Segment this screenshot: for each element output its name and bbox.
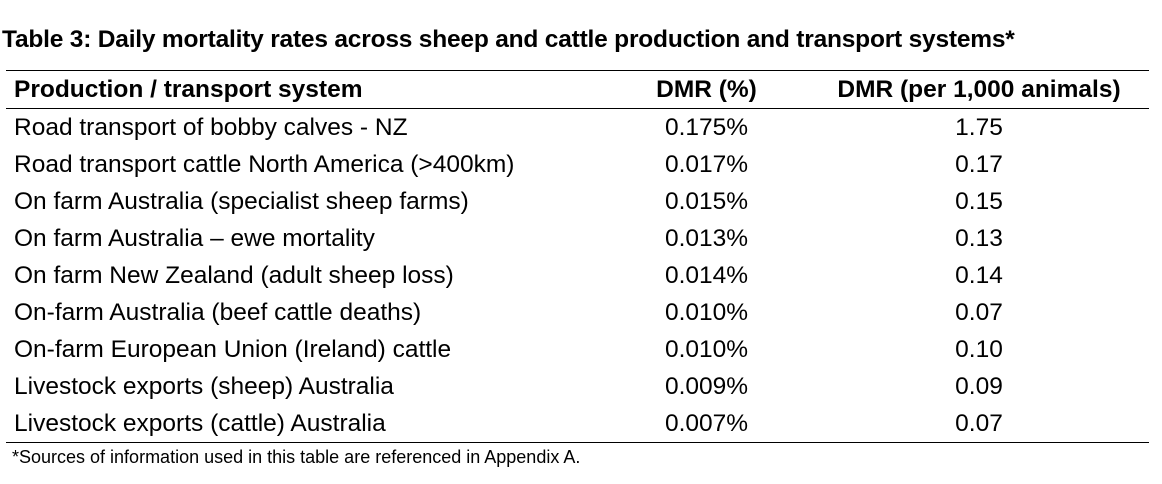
dmr-percent-cell: 0.010% bbox=[664, 335, 749, 363]
dmr-percent-cell: 0.013% bbox=[664, 224, 749, 252]
system-cell: Livestock exports (sheep) Australia bbox=[14, 372, 394, 400]
system-cell: On farm Australia (specialist sheep farm… bbox=[14, 187, 469, 215]
dmr-per-1000-cell: 0.17 bbox=[955, 150, 1003, 178]
system-cell: Road transport cattle North America (>40… bbox=[14, 150, 515, 178]
table-row: On-farm Australia (beef cattle deaths) 0… bbox=[6, 294, 1149, 331]
table-row: On-farm European Union (Ireland) cattle … bbox=[6, 331, 1149, 368]
column-header-system: Production / transport system bbox=[14, 75, 363, 103]
dmr-percent-cell: 0.175% bbox=[664, 113, 749, 141]
table-row: On farm Australia – ewe mortality 0.013%… bbox=[6, 220, 1149, 257]
system-cell: Livestock exports (cattle) Australia bbox=[14, 409, 386, 437]
table-row: Road transport of bobby calves - NZ 0.17… bbox=[6, 109, 1149, 147]
dmr-percent-cell: 0.015% bbox=[664, 187, 749, 215]
dmr-percent-cell: 0.017% bbox=[664, 150, 749, 178]
table-footnote: *Sources of information used in this tab… bbox=[12, 447, 581, 467]
dmr-percent-cell: 0.014% bbox=[664, 261, 749, 289]
system-cell: On-farm Australia (beef cattle deaths) bbox=[14, 298, 422, 326]
table-row: Livestock exports (sheep) Australia 0.00… bbox=[6, 368, 1149, 405]
table-row: Livestock exports (cattle) Australia 0.0… bbox=[6, 405, 1149, 443]
dmr-per-1000-cell: 0.14 bbox=[955, 261, 1003, 289]
dmr-per-1000-cell: 1.75 bbox=[955, 113, 1003, 141]
table-row: On farm Australia (specialist sheep farm… bbox=[6, 183, 1149, 220]
system-cell: Road transport of bobby calves - NZ bbox=[14, 113, 408, 141]
column-header-dmr-per-1000: DMR (per 1,000 animals) bbox=[837, 75, 1121, 103]
table-row: On farm New Zealand (adult sheep loss) 0… bbox=[6, 257, 1149, 294]
dmr-per-1000-cell: 0.10 bbox=[955, 335, 1003, 363]
dmr-per-1000-cell: 0.09 bbox=[955, 372, 1003, 400]
system-cell: On-farm European Union (Ireland) cattle bbox=[14, 335, 452, 363]
mortality-table: Production / transport system DMR (%) DM… bbox=[6, 70, 1149, 443]
table-header-row: Production / transport system DMR (%) DM… bbox=[6, 70, 1149, 109]
dmr-percent-cell: 0.009% bbox=[664, 372, 749, 400]
column-header-dmr-percent: DMR (%) bbox=[656, 75, 757, 103]
dmr-per-1000-cell: 0.15 bbox=[955, 187, 1003, 215]
table-title: Table 3: Daily mortality rates across sh… bbox=[2, 26, 1015, 53]
dmr-per-1000-cell: 0.07 bbox=[955, 409, 1003, 437]
table-row: Road transport cattle North America (>40… bbox=[6, 146, 1149, 183]
dmr-percent-cell: 0.010% bbox=[664, 298, 749, 326]
system-cell: On farm Australia – ewe mortality bbox=[14, 224, 375, 252]
dmr-per-1000-cell: 0.13 bbox=[955, 224, 1003, 252]
system-cell: On farm New Zealand (adult sheep loss) bbox=[14, 261, 454, 289]
dmr-per-1000-cell: 0.07 bbox=[955, 298, 1003, 326]
dmr-percent-cell: 0.007% bbox=[664, 409, 749, 437]
